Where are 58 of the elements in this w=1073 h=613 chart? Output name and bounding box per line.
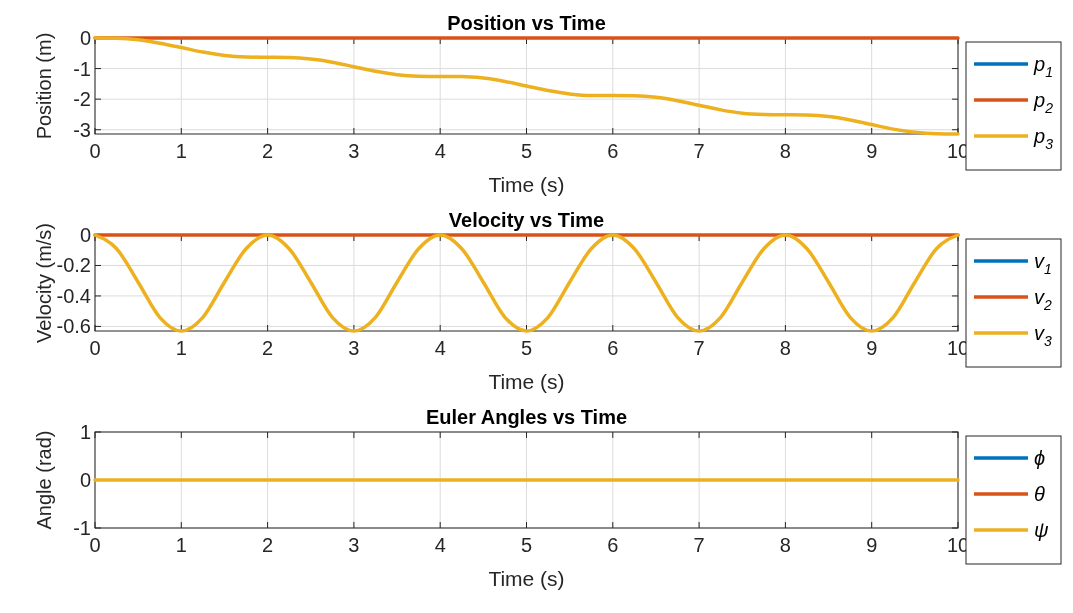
- x-tick-label: 3: [348, 337, 360, 359]
- y-tick-label: -0.2: [56, 254, 91, 277]
- y-tick-label: 0: [79, 224, 91, 246]
- x-tick-label: 9: [866, 337, 878, 359]
- x-tick-label: 7: [693, 337, 705, 359]
- legend-label: p$_{2}$: [1033, 89, 1054, 116]
- x-tick-label: 4: [434, 140, 446, 162]
- x-tick-label: 3: [348, 534, 360, 556]
- y-tick-label: -1: [73, 57, 91, 80]
- legend-label: v$_{1}$: [1034, 250, 1052, 277]
- y-tick-label: -0.4: [56, 284, 91, 307]
- chart-title: Velocity vs Time: [448, 209, 605, 231]
- x-tick-label: 8: [779, 337, 791, 359]
- x-tick-label: 4: [434, 534, 446, 556]
- chart-title: Euler Angles vs Time: [425, 406, 628, 428]
- legend-label: ϕ: [1034, 447, 1046, 469]
- line-series: [93, 233, 960, 333]
- x-tick-label: 1: [175, 534, 187, 556]
- x-tick-label: 6: [607, 337, 619, 359]
- x-tick-label: 8: [779, 534, 791, 556]
- x-tick-label: 1: [175, 337, 187, 359]
- y-axis-title: Angle (rad): [33, 430, 55, 530]
- x-axis-title: Time (s): [488, 370, 565, 393]
- x-tick-label: 8: [779, 140, 791, 162]
- x-axis-title: Time (s): [488, 173, 565, 196]
- legend-label: v$_{2}$: [1034, 286, 1052, 313]
- x-tick-label: 2: [262, 140, 274, 162]
- x-tick-label: 5: [520, 337, 533, 359]
- y-tick-label: -0.6: [56, 315, 91, 338]
- x-tick-label: 9: [866, 140, 878, 162]
- legend-label: ψ: [1034, 519, 1049, 541]
- x-tick-label: 2: [262, 534, 274, 556]
- x-tick-label: 2: [262, 337, 274, 359]
- x-tick-label: 7: [693, 140, 705, 162]
- y-tick-label: 1: [79, 421, 91, 443]
- x-tick-label: 4: [434, 337, 446, 359]
- legend-label: p$_{1}$: [1033, 53, 1053, 80]
- chart-title: Position vs Time: [447, 12, 606, 34]
- y-tick-label: 0: [79, 469, 91, 491]
- x-tick-label: 7: [693, 534, 705, 556]
- legend-label: p$_{3}$: [1033, 125, 1054, 152]
- x-tick-label: 9: [866, 534, 878, 556]
- legend-label: θ: [1034, 483, 1045, 505]
- x-tick-label: 5: [520, 534, 533, 556]
- y-axis-title: Position (m): [33, 32, 55, 140]
- y-tick-label: -1: [73, 517, 91, 539]
- x-tick-label: 5: [520, 140, 533, 162]
- y-tick-label: 0: [79, 27, 91, 49]
- x-tick-label: 1: [175, 140, 187, 162]
- legend-label: v$_{3}$: [1034, 322, 1052, 349]
- x-tick-label: 6: [607, 140, 619, 162]
- y-tick-label: -2: [73, 88, 91, 111]
- line-series: [93, 36, 960, 136]
- x-tick-label: 6: [607, 534, 619, 556]
- x-tick-label: 3: [348, 140, 360, 162]
- y-tick-label: -3: [73, 118, 91, 141]
- y-axis-title: Velocity (m/s): [33, 222, 55, 344]
- x-axis-title: Time (s): [488, 567, 565, 590]
